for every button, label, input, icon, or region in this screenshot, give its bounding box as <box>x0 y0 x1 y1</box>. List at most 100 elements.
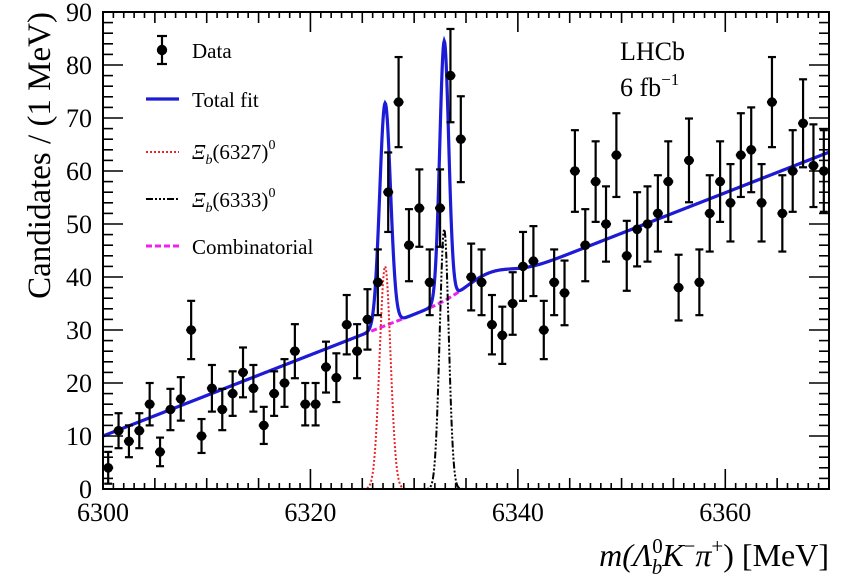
x-tick-label: 6300 <box>77 498 129 527</box>
data-point <box>683 117 694 204</box>
y-tick-label: 80 <box>66 51 92 80</box>
y-tick-label: 20 <box>66 369 92 398</box>
data-point <box>601 185 612 263</box>
data-point-marker <box>373 277 383 288</box>
data-point-marker <box>621 251 632 261</box>
data-point-marker <box>456 134 466 144</box>
data-point-marker <box>777 208 788 219</box>
data-point-marker <box>383 187 394 197</box>
experiment-annotation: LHCb 6 fb−1 <box>620 37 685 102</box>
x-title-lambda: Λ <box>630 537 653 573</box>
legend-total-fit-label: Total fit <box>192 88 259 112</box>
data-point-marker <box>300 399 311 410</box>
data-point-marker <box>144 399 155 410</box>
data-point-marker <box>466 272 476 282</box>
data-point <box>352 323 363 380</box>
data-point <box>258 405 269 446</box>
data-point-marker <box>186 325 196 335</box>
data-point-marker <box>642 219 653 229</box>
legend-xi6333-sub: b <box>205 201 212 216</box>
legend-xi6327: Ξb(6327)0 <box>146 138 275 168</box>
data-point-marker <box>393 97 404 107</box>
data-point-marker <box>258 420 269 431</box>
data-point <box>206 363 217 413</box>
data-point <box>134 412 145 450</box>
y-tick-label: 40 <box>66 263 92 292</box>
data-point <box>621 219 632 292</box>
x-tick-label: 6340 <box>492 498 544 527</box>
data-point <box>787 129 798 213</box>
data-point <box>652 174 663 253</box>
data-point-marker <box>269 388 279 399</box>
data-point-marker <box>507 298 518 309</box>
data-point-marker <box>715 176 725 187</box>
data-point <box>756 163 767 243</box>
data-point-marker <box>321 362 331 372</box>
data-point-marker <box>134 425 145 436</box>
data-point-marker <box>476 277 487 288</box>
x-title-pion-sup: + <box>711 534 723 558</box>
data-point-marker <box>798 118 808 129</box>
data-point <box>383 151 394 234</box>
legend-combinatorial: Combinatorial <box>146 235 313 259</box>
data-point-marker <box>694 277 705 288</box>
data-point-marker <box>279 378 290 388</box>
data-point-marker <box>497 330 508 341</box>
data-point-marker <box>549 277 559 288</box>
legend-total-fit: Total fit <box>146 88 259 112</box>
x-title-suffix: ) [MeV] <box>723 537 829 573</box>
legend-xi6333-base: Ξ <box>192 188 206 212</box>
y-tick-label: 50 <box>66 210 92 239</box>
data-point <box>777 174 788 253</box>
data-point <box>186 299 197 361</box>
data-point <box>528 225 539 298</box>
xi6333-curve <box>103 225 829 490</box>
data-point-marker <box>331 372 342 383</box>
data-point <box>746 106 757 194</box>
y-tick-label: 70 <box>66 104 92 133</box>
legend-xi6327-label: Ξb(6327)0 <box>192 138 275 168</box>
data-point <box>175 376 186 422</box>
data-point <box>518 230 529 302</box>
data-point <box>269 370 280 417</box>
data-point <box>310 381 321 427</box>
data-point <box>435 168 446 248</box>
data-point <box>393 55 404 149</box>
data-point-marker <box>570 166 580 176</box>
data-point <box>196 417 207 455</box>
data-point <box>663 140 674 223</box>
x-tick-label: 6360 <box>699 498 751 527</box>
luminosity-label: 6 fb−1 <box>620 70 679 102</box>
data-point <box>632 191 643 268</box>
data-point <box>300 381 311 427</box>
data-point <box>331 352 342 404</box>
data-point-marker <box>684 155 694 166</box>
data-point-marker <box>290 346 300 357</box>
legend-xi6327-base: Ξ <box>192 140 206 164</box>
data-point-marker <box>175 394 186 404</box>
data-point <box>372 248 383 317</box>
legend-xi6327-sub: b <box>205 153 212 168</box>
y-axis-title: Candidates / (1 MeV) <box>22 12 58 299</box>
data-point-marker <box>487 319 497 330</box>
data-point-marker <box>248 383 259 394</box>
data-point-marker <box>113 425 124 436</box>
data-point <box>808 123 819 209</box>
data-point-marker <box>445 70 456 81</box>
data-point <box>538 299 549 361</box>
data-point <box>476 248 487 317</box>
data-point-marker <box>580 240 591 250</box>
data-point <box>445 27 456 124</box>
data-point <box>559 259 570 327</box>
data-point <box>497 305 508 366</box>
data-point-marker <box>673 282 684 293</box>
legend-data-label: Data <box>192 39 232 63</box>
y-tick-label: 10 <box>66 422 92 451</box>
data-point <box>113 412 124 450</box>
data-point <box>715 140 726 223</box>
legend-data-marker <box>156 44 168 56</box>
data-point <box>507 271 518 336</box>
data-point-marker <box>704 208 715 219</box>
x-axis-title: m(Λ0 bK−π+) [MeV] <box>599 534 829 579</box>
